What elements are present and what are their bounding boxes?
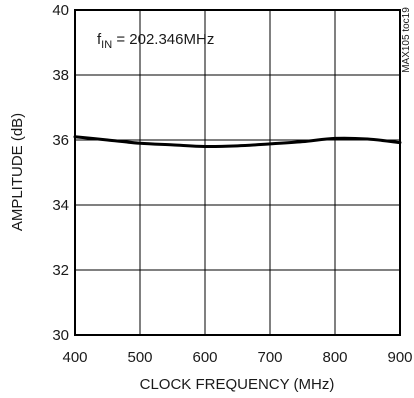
series-line: [73, 135, 402, 149]
grid: [75, 10, 400, 335]
y-tick-label: 40: [52, 2, 69, 19]
x-tick-label: 700: [257, 349, 282, 366]
x-axis-label: CLOCK FREQUENCY (MHz): [140, 376, 335, 393]
x-tick-label: 500: [127, 349, 152, 366]
y-axis-label: AMPLITUDE (dB): [9, 113, 26, 231]
x-tick-label: 800: [322, 349, 347, 366]
y-tick-label: 36: [52, 132, 69, 149]
y-tick-label: 30: [52, 327, 69, 344]
y-tick-label: 34: [52, 197, 69, 214]
x-tick-label: 400: [62, 349, 87, 366]
series-layer: [73, 135, 402, 149]
x-axis-ticks: 400 500 600 700 800 900: [62, 349, 412, 366]
plot-frame: [74, 9, 401, 336]
y-tick-label: 32: [52, 262, 69, 279]
figure-id-label: MAX105 toc19: [401, 7, 412, 73]
annotation-text: fIN = 202.346MHz: [97, 31, 214, 51]
x-tick-label: 900: [387, 349, 412, 366]
y-tick-label: 38: [52, 67, 69, 84]
x-tick-label: 600: [192, 349, 217, 366]
y-axis-ticks: 30 32 34 36 38 40: [52, 2, 69, 344]
